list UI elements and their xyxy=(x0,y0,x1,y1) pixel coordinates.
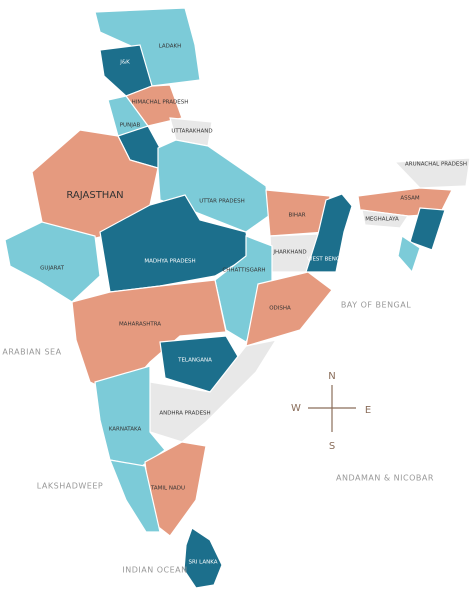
region-label: RAJASTHAN xyxy=(66,190,123,201)
region-maharashtra xyxy=(71,279,227,397)
region-meghalaya xyxy=(361,209,410,229)
region-sri-lanka xyxy=(183,527,223,589)
compass-label: N xyxy=(328,371,335,382)
region-label: ASSAM xyxy=(400,196,420,202)
region-label: GUJARAT xyxy=(40,266,65,272)
region-label: TELANGANA xyxy=(177,358,212,364)
compass-label: S xyxy=(329,441,335,452)
region-label: MADHYA PRADESH xyxy=(144,259,195,265)
states xyxy=(4,7,471,589)
region-label: ARUNACHAL PRADESH xyxy=(405,162,467,168)
region-odisha xyxy=(245,271,333,347)
sea-label: ARABIAN SEA xyxy=(2,348,61,357)
region-label: ANDHRA PRADESH xyxy=(159,411,210,417)
region-label: MEGHALAYA xyxy=(365,217,399,223)
compass-label: E xyxy=(365,405,371,416)
region-label: TAMIL NADU xyxy=(150,486,185,492)
sea-label: BAY OF BENGAL xyxy=(341,301,411,310)
region-mizoram-tripura xyxy=(397,235,421,274)
region-label: CHHATTISGARH xyxy=(222,268,265,274)
region-west-bengal xyxy=(305,193,353,273)
region-label: ODISHA xyxy=(269,306,291,312)
region-label: MAHARASHTRA xyxy=(119,322,161,328)
region-label: PUNJAB xyxy=(120,123,141,129)
region-arunachal xyxy=(393,157,471,189)
region-label: J&K xyxy=(119,60,130,66)
sea-label: INDIAN OCEAN xyxy=(122,566,187,575)
compass xyxy=(308,385,356,432)
region-andhra xyxy=(149,339,278,443)
region-label: SRI LANKA xyxy=(188,560,217,566)
region-label: LADAKH xyxy=(159,44,182,50)
region-label: HIMACHAL PRADESH xyxy=(132,100,189,106)
region-label: WEST BENGAL xyxy=(307,257,348,263)
sea-label: ANDAMAN & NICOBAR xyxy=(336,474,434,483)
region-nagaland-manipur xyxy=(409,207,446,251)
region-label: BIHAR xyxy=(288,213,305,219)
labels: LADAKH J&K HIMACHAL PRADESH PUNJAB UTTAR… xyxy=(2,44,467,575)
region-label: JHARKHAND xyxy=(272,250,306,256)
sea-label: LAKSHADWEEP xyxy=(37,482,103,491)
region-label: UTTARAKHAND xyxy=(171,129,212,135)
compass-label: W xyxy=(291,403,301,414)
region-label: KARNATAKA xyxy=(109,427,142,433)
region-label: UTTAR PRADESH xyxy=(199,199,245,205)
region-ladakh xyxy=(94,7,201,87)
region-uttar-pradesh xyxy=(157,139,271,233)
region-gujarat xyxy=(4,221,101,303)
region-kerala xyxy=(109,459,161,533)
